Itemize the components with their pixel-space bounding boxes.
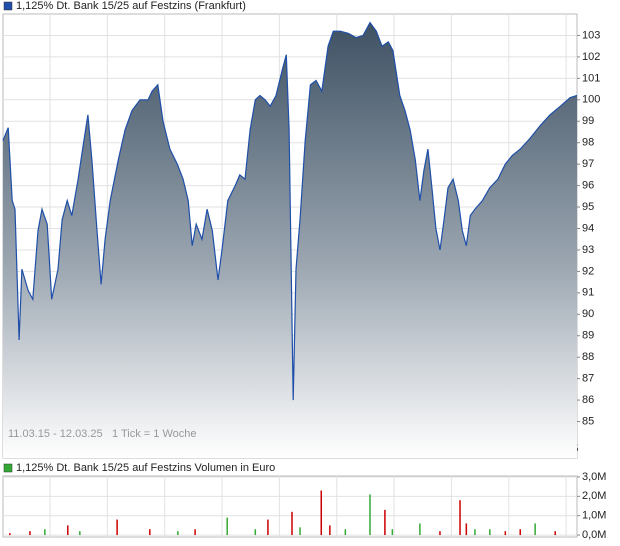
y-tick-label: 97 [582,158,594,170]
y-tick-label: 3,0M [582,471,606,483]
volume-bar [267,519,269,536]
legend-label: 1,125% Dt. Bank 15/25 auf Festzins Volum… [16,462,275,474]
volume-bar [149,529,151,536]
y-tick-label: 100 [582,94,600,106]
volume-bar [226,517,228,536]
volume-bar [519,529,521,536]
volume-bar [329,525,331,536]
legend-swatch [3,463,13,473]
volume-bar [79,531,81,536]
y-tick-label: 87 [582,373,594,385]
y-tick-label: 103 [582,29,600,41]
volume-bar [44,529,46,536]
volume-bar [459,500,461,536]
volume-bar [369,494,371,536]
y-tick-label: 96 [582,180,594,192]
y-tick-label: 88 [582,351,594,363]
volume-bar [116,519,118,536]
volume-bar [474,529,476,536]
y-tick-label: 93 [582,244,594,256]
volume-bar [291,511,293,536]
volume-bar [9,533,11,536]
y-tick-label: 86 [582,394,594,406]
annotation: 11.03.15 - 12.03.25 [8,428,103,440]
volume-bar [384,509,386,536]
volume-bar [254,529,257,536]
y-tick-label: 94 [582,222,594,234]
y-tick-label: 91 [582,287,594,299]
volume-bar [489,529,491,536]
volume-bar [465,523,468,536]
volume-bar [177,531,179,536]
line [2,21,578,401]
volume-bar [554,531,556,536]
y-tick-label: 85 [582,415,594,427]
y-tick-label: 89 [582,330,594,342]
volume-bar [299,527,301,536]
volume-bar [439,531,441,536]
volume-bar [419,523,421,536]
y-tick-label: 98 [582,137,594,149]
y-tick-label: 2,0M [582,490,606,502]
area [3,22,577,458]
plot-frame [2,475,578,538]
y-tick-label: 1,0M [582,510,606,522]
y-tick-label: 99 [582,115,594,127]
volume-bar [344,529,347,536]
legend-swatch [3,1,13,11]
y-tick-label: 90 [582,308,594,320]
y-tick-label: 92 [582,265,594,277]
legend-label: 1,125% Dt. Bank 15/25 auf Festzins (Fran… [16,0,246,12]
y-tick-label: 102 [582,51,600,63]
volume-bar [194,529,196,536]
y-tick-label: 101 [582,72,600,84]
y-tick-label: 95 [582,201,594,213]
volume-bar [29,531,31,536]
annotation: 1 Tick = 1 Woche [112,428,196,440]
volume-bar [320,490,323,536]
volume-bar [534,523,536,536]
volume-bar [391,529,394,536]
volume-bar [504,531,507,536]
volume-bar [67,525,69,536]
y-tick-label: 0,0M [582,529,606,541]
